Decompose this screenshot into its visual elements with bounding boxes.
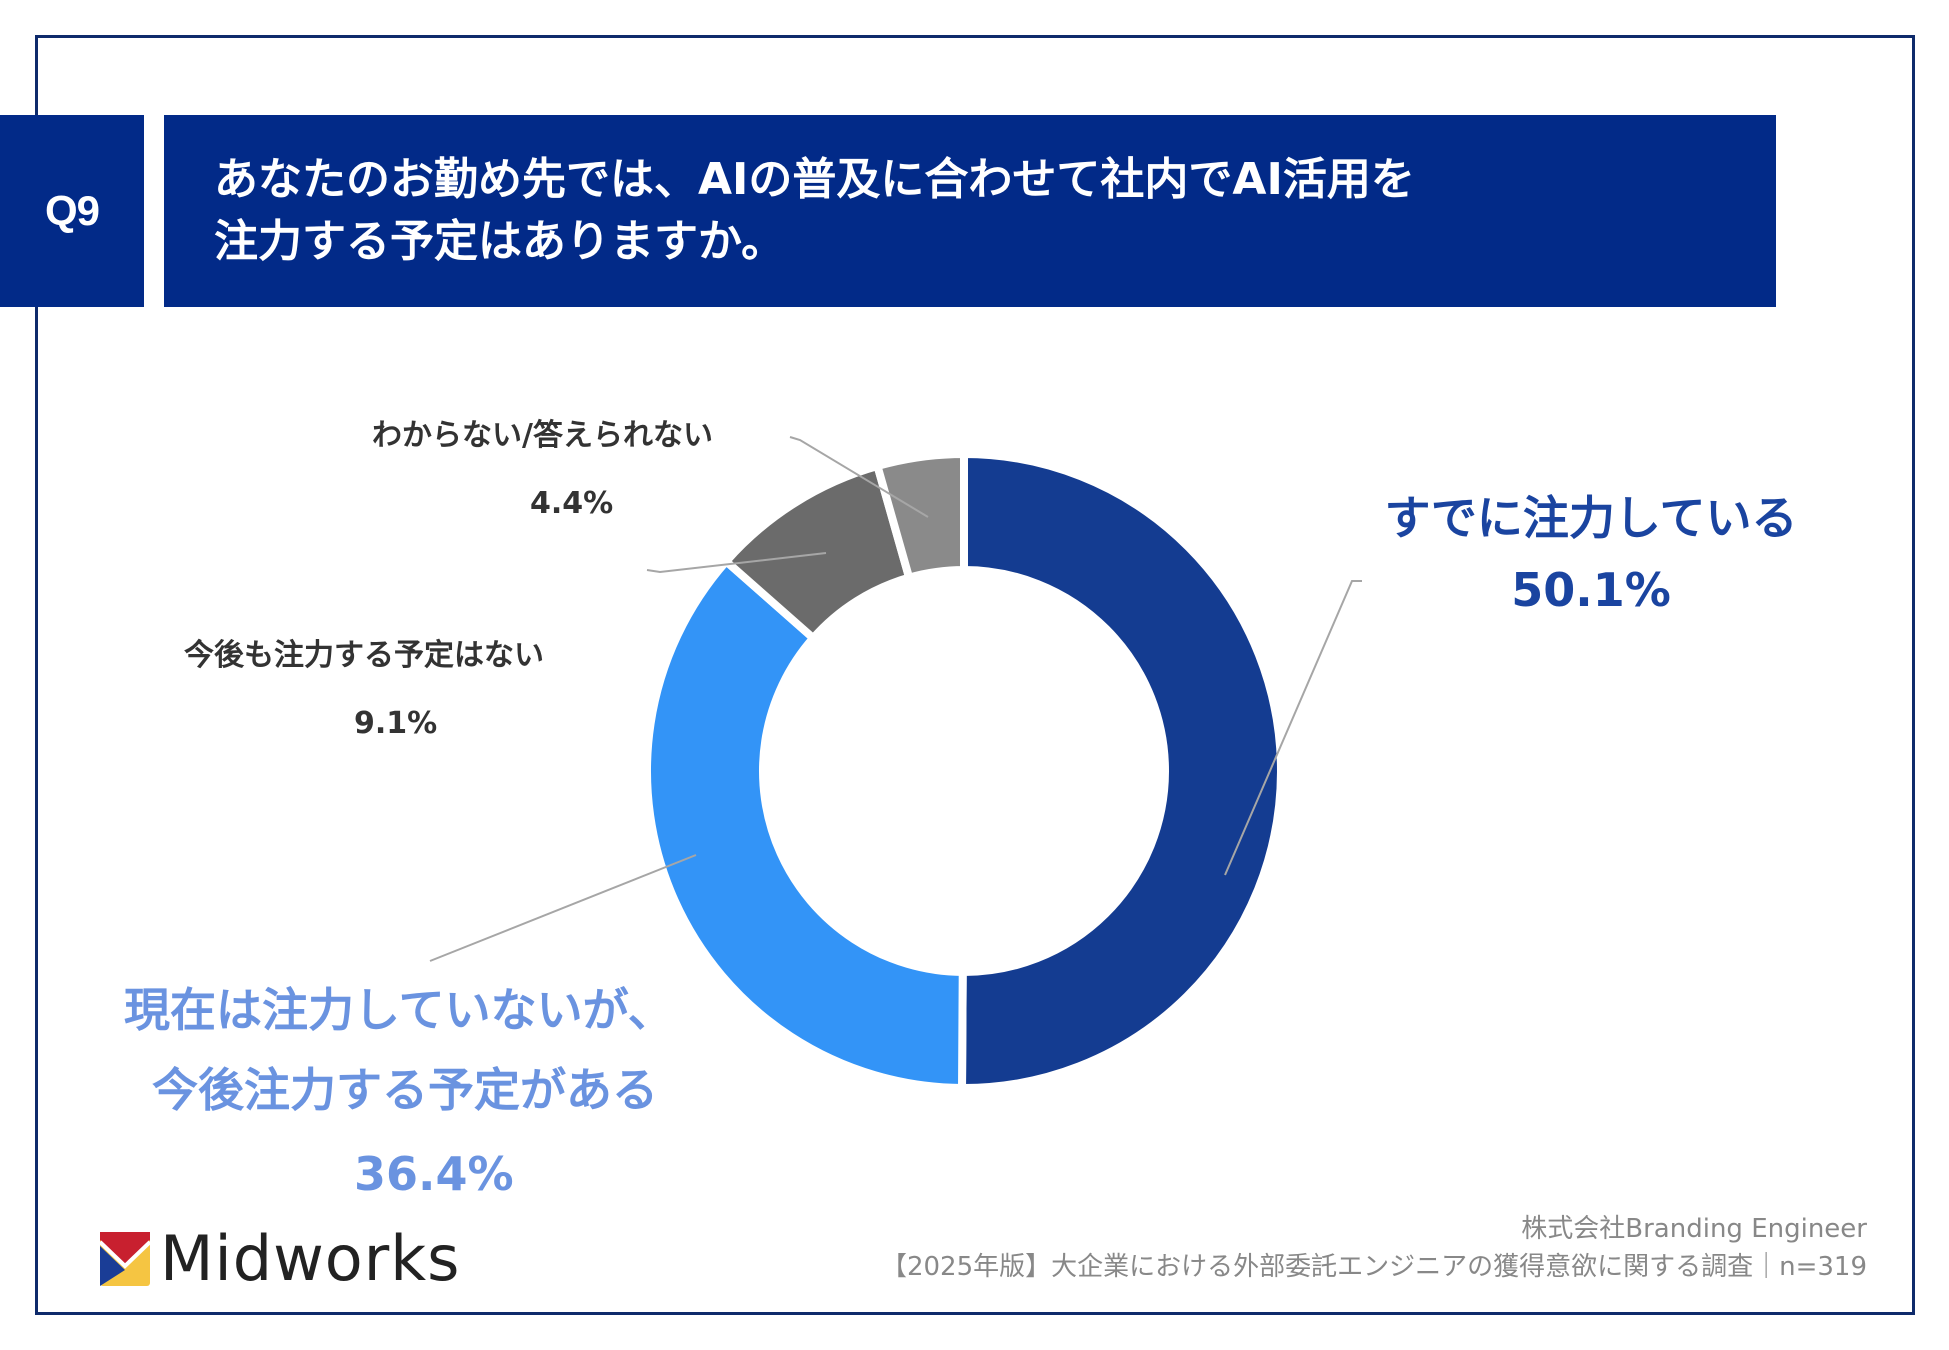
- leader-line-planned: [429, 854, 697, 962]
- footer-company: 株式会社Branding Engineer: [1521, 1214, 1867, 1244]
- question-number-badge: Q9: [0, 115, 144, 307]
- question-title-line1: あなたのお勤め先では、AIの普及に合わせて社内でAI活用を: [214, 154, 1415, 205]
- label-already-text: すでに注力している: [1384, 491, 1798, 545]
- label-unknown-value: 4.4%: [530, 486, 614, 521]
- question-number: Q9: [44, 187, 100, 234]
- label-no-plan-text: 今後も注力する予定はない: [184, 638, 544, 673]
- label-unknown-text: わからない/答えられない: [372, 418, 713, 453]
- label-already-value: 50.1%: [1511, 563, 1671, 617]
- label-no-plan: 今後も注力する予定はない 9.1%: [184, 622, 600, 758]
- midworks-logo-text: Midworks: [160, 1222, 461, 1295]
- label-planned-value: 36.4%: [354, 1147, 514, 1201]
- leader-line-unknown: [789, 436, 929, 518]
- leader-line-no-plan: [646, 552, 827, 574]
- segment-unknown: [872, 449, 968, 583]
- label-already: すでに注力している 50.1%: [1370, 482, 1812, 626]
- question-title-line2: 注力する予定はありますか。: [214, 216, 786, 267]
- label-planned: 現在は注力していないが、 今後注力する予定がある 36.4%: [110, 970, 710, 1214]
- footer-survey: 【2025年版】大企業における外部委託エンジニアの獲得意欲に関する調査｜n=31…: [880, 1252, 1867, 1282]
- midworks-logo: Midworks: [100, 1228, 460, 1290]
- label-planned-text-line2: 今後注力する予定がある: [152, 1063, 658, 1117]
- leader-lines: [429, 436, 1362, 962]
- question-title-banner: あなたのお勤め先では、AIの普及に合わせて社内でAI活用を 注力する予定はありま…: [164, 115, 1776, 307]
- midworks-logo-icon: [100, 1232, 150, 1286]
- leader-line-already: [1224, 580, 1362, 876]
- label-planned-text-line1: 現在は注力していないが、: [124, 983, 674, 1037]
- donut-segments: [643, 449, 1286, 1093]
- label-unknown: わからない/答えられない 4.4%: [372, 402, 768, 538]
- slide-frame: [35, 35, 1915, 1315]
- footer-source: 株式会社Branding Engineer 【2025年版】大企業における外部委…: [881, 1210, 1867, 1286]
- segment-already: [957, 449, 1286, 1092]
- segment-planned: [643, 555, 967, 1093]
- label-no-plan-value: 9.1%: [354, 706, 438, 741]
